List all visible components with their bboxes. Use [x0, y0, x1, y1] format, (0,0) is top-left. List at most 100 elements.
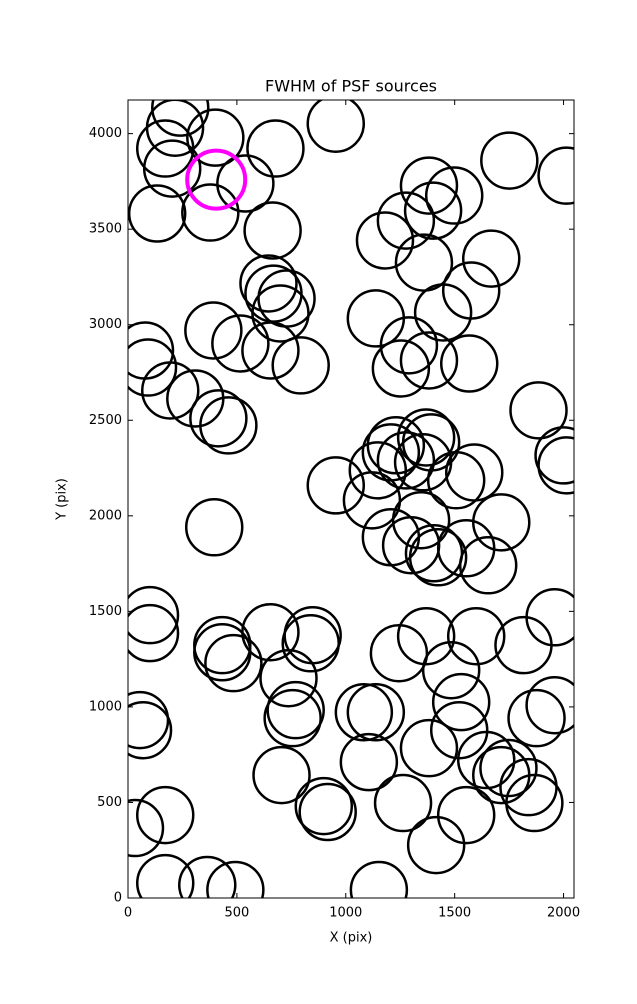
source-circle	[211, 314, 270, 373]
source-circle	[537, 436, 574, 495]
source-circle	[128, 700, 173, 760]
source-circle	[140, 361, 200, 420]
source-circle	[252, 745, 311, 805]
source-circle	[216, 154, 275, 213]
source-circle	[426, 451, 486, 510]
chart-title: FWHM of PSF sources	[265, 77, 437, 96]
source-circle	[266, 680, 325, 740]
source-circle	[379, 316, 439, 375]
source-circle	[206, 860, 265, 898]
source-circle	[128, 798, 165, 858]
source-circle	[204, 633, 263, 693]
y-tick-label: 0	[114, 891, 122, 906]
x-tick-label: 1000	[329, 906, 362, 921]
y-tick-label: 2000	[89, 508, 122, 523]
source-circle	[334, 683, 394, 742]
axes-frame	[127, 99, 575, 899]
y-tick-label: 500	[97, 795, 122, 810]
source-circle	[436, 519, 496, 578]
source-circle	[431, 672, 491, 732]
source-circle	[406, 815, 466, 875]
source-circle	[525, 588, 574, 647]
y-tick-label: 3500	[89, 222, 122, 237]
source-circle	[251, 284, 310, 343]
source-circle	[339, 732, 399, 792]
source-circle	[142, 139, 202, 198]
source-circle	[525, 675, 574, 735]
source-circle	[480, 131, 539, 190]
source-circle	[391, 490, 451, 550]
x-tick-label: 500	[224, 906, 249, 921]
source-circle	[421, 640, 481, 700]
source-circle	[241, 602, 300, 662]
y-tick-label: 2500	[89, 413, 122, 428]
source-circle	[306, 100, 365, 153]
source-circle	[193, 615, 252, 675]
source-circle	[376, 191, 436, 250]
source-circle	[294, 776, 354, 836]
source-circle	[456, 730, 516, 790]
source-circle	[306, 456, 366, 515]
source-circle	[151, 100, 210, 137]
source-circle	[408, 528, 468, 587]
y-tick-label: 1500	[89, 604, 122, 619]
source-circle	[135, 785, 195, 845]
source-circle	[403, 181, 463, 240]
source-circle	[186, 108, 245, 167]
source-circle	[436, 785, 496, 845]
source-circle	[393, 433, 453, 492]
source-circle	[246, 119, 305, 178]
source-circle	[128, 338, 178, 397]
source-circle	[371, 339, 431, 398]
source-circle	[185, 148, 248, 211]
source-circle	[189, 389, 248, 448]
y-tick-label: 1000	[89, 699, 122, 714]
x-axis-label: X (pix)	[330, 931, 373, 946]
source-circle	[396, 606, 456, 666]
source-circle	[298, 782, 357, 842]
source-circle	[135, 853, 195, 898]
x-tick-label: 1500	[438, 906, 471, 921]
source-circle	[128, 321, 175, 380]
source-circle	[399, 718, 459, 778]
x-tick-label: 0	[124, 906, 132, 921]
source-circle	[440, 334, 499, 393]
source-circle	[346, 289, 406, 348]
source-circle	[424, 166, 484, 225]
source-circle	[348, 441, 408, 500]
plot-area	[128, 100, 574, 898]
source-circle	[349, 860, 409, 898]
source-circle	[509, 381, 568, 440]
source-circle	[178, 855, 237, 898]
source-circle	[369, 623, 429, 683]
x-tick-label: 2000	[547, 906, 580, 921]
source-circle	[413, 283, 473, 342]
source-circle	[537, 146, 574, 205]
source-circle	[239, 254, 298, 313]
source-circle	[271, 336, 330, 395]
source-circle	[135, 119, 195, 178]
source-circle	[259, 648, 318, 708]
source-circle	[399, 331, 459, 390]
source-circle	[507, 688, 566, 748]
source-circle	[128, 184, 187, 243]
source-circle	[342, 471, 402, 530]
source-circle	[355, 211, 415, 270]
source-circle	[461, 229, 521, 288]
source-circle	[199, 396, 258, 455]
source-circle	[128, 603, 180, 663]
source-circle	[373, 773, 433, 833]
source-circle	[446, 606, 506, 666]
source-circle	[184, 498, 244, 557]
source-circle	[181, 183, 240, 242]
source-circle	[399, 156, 459, 215]
source-circle	[346, 683, 406, 742]
source-circle	[534, 426, 574, 485]
source-circle	[243, 201, 302, 260]
y-tick-label: 3000	[89, 317, 122, 332]
y-tick-label: 4000	[89, 126, 122, 141]
y-axis-label: Y (pix)	[55, 478, 70, 521]
source-circle	[241, 321, 300, 380]
source-circle	[458, 536, 518, 595]
